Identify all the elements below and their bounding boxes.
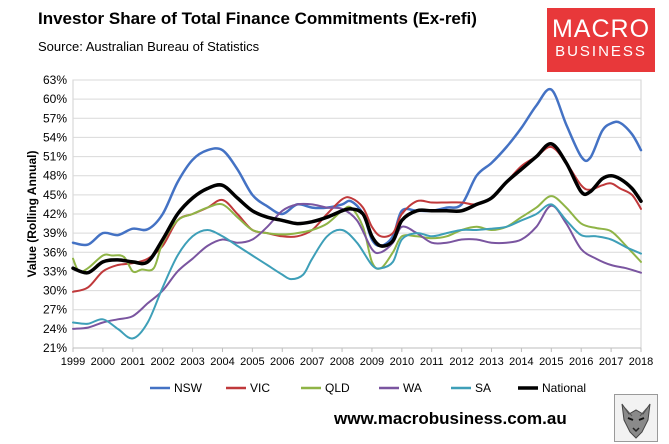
y-tick-label: 33% xyxy=(43,264,67,278)
legend-label: National xyxy=(542,381,586,395)
chart-subtitle: Source: Australian Bureau of Statistics xyxy=(38,39,260,54)
y-tick-label: 24% xyxy=(43,322,67,336)
legend-item-vic: VIC xyxy=(226,381,270,395)
x-tick-label: 2013 xyxy=(479,356,503,368)
x-tick-label: 2007 xyxy=(300,356,324,368)
x-tick-label: 2012 xyxy=(449,356,473,368)
series-line-sa xyxy=(72,203,642,340)
y-tick-label: 30% xyxy=(43,284,67,298)
x-tick-label: 2016 xyxy=(569,356,593,368)
x-tick-label: 2015 xyxy=(539,356,563,368)
x-tick-label: 2002 xyxy=(150,356,174,368)
series-line-national xyxy=(71,142,643,275)
y-tick-label: 42% xyxy=(43,207,67,221)
x-tick-label: 2000 xyxy=(91,356,115,368)
legend-label: QLD xyxy=(325,381,350,395)
legend-item-wa: WA xyxy=(379,381,422,395)
x-tick-label: 2006 xyxy=(270,356,294,368)
y-tick-label: 21% xyxy=(43,341,67,355)
x-tick-label: 2008 xyxy=(330,356,354,368)
x-tick-label: 2009 xyxy=(360,356,384,368)
y-tick-label: 57% xyxy=(43,111,67,125)
legend-item-national: National xyxy=(518,381,586,395)
x-tick-label: 2014 xyxy=(509,356,533,368)
y-tick-label: 48% xyxy=(43,169,67,183)
y-axis-ticks: 21% 24% 27% 30% 33% 36% 39% 42% 45% 48% 51% 54% 57% 6… xyxy=(43,73,67,355)
y-tick-label: 27% xyxy=(43,303,67,317)
legend-item-sa: SA xyxy=(451,381,491,395)
legend-item-nsw: NSW xyxy=(150,381,203,395)
x-tick-label: 1999 xyxy=(61,356,85,368)
y-axis-label: Value (Rolling Annual) xyxy=(25,151,39,278)
x-tick-label: 2018 xyxy=(629,356,653,368)
x-tick-label: 2011 xyxy=(420,356,444,368)
y-tick-label: 45% xyxy=(43,188,67,202)
macro-business-logo[interactable]: MACRO BUSINESS xyxy=(547,8,655,72)
logo-line-1: MACRO xyxy=(551,15,651,43)
y-tick-label: 39% xyxy=(43,226,67,240)
x-tick-label: 2001 xyxy=(121,356,145,368)
x-tick-label: 2004 xyxy=(210,356,234,368)
x-tick-label: 2005 xyxy=(240,356,264,368)
legend-label: SA xyxy=(475,381,491,395)
series-line-wa xyxy=(72,202,642,330)
legend: NSW VIC QLD WA SA National xyxy=(150,381,586,395)
chart-title: Investor Share of Total Finance Commitme… xyxy=(38,9,477,28)
legend-label: VIC xyxy=(250,381,270,395)
legend-label: WA xyxy=(403,381,422,395)
x-tick-label: 2017 xyxy=(599,356,623,368)
logo-line-2: BUSINESS xyxy=(555,43,647,60)
site-url[interactable]: www.macrobusiness.com.au xyxy=(334,409,567,428)
y-tick-label: 54% xyxy=(43,130,67,144)
y-tick-label: 60% xyxy=(43,92,67,106)
legend-item-qld: QLD xyxy=(301,381,350,395)
x-tick-label: 2003 xyxy=(180,356,204,368)
legend-label: NSW xyxy=(174,381,203,395)
y-tick-label: 63% xyxy=(43,73,67,87)
series-line-qld xyxy=(72,195,642,274)
wolf-icon xyxy=(614,394,658,442)
series-lines xyxy=(71,87,643,340)
x-axis-ticks: 1999 2000 2001 2002 2003 2004 2005 2006 2007 2008… xyxy=(61,347,653,368)
y-tick-label: 51% xyxy=(43,150,67,164)
x-tick-label: 2010 xyxy=(390,356,414,368)
y-tick-label: 36% xyxy=(43,245,67,259)
